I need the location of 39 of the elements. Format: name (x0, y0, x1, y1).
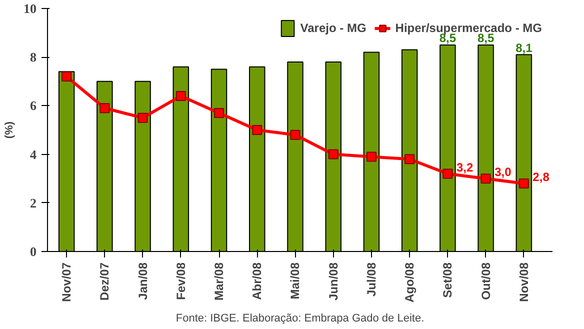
x-tick-label: Jul/08 (364, 262, 378, 297)
point (100, 103, 110, 114)
x-tick-label: Jun/08 (326, 262, 340, 301)
y-tick-label: 10 (24, 1, 36, 16)
y-tick-label: 6 (30, 98, 37, 114)
y-tick-label: 4 (30, 146, 37, 162)
point (404, 154, 415, 164)
point (442, 168, 453, 179)
x-tick-label: Out/08 (478, 262, 493, 300)
x-tick-label: Ago/08 (402, 262, 417, 303)
point (480, 174, 491, 184)
x-tick-label: Mar/08 (212, 262, 226, 301)
x-tick-label: Set/08 (440, 262, 455, 298)
y-tick-label: 0 (30, 244, 36, 259)
y-tick-label: 8 (30, 50, 37, 65)
point (176, 90, 186, 101)
point (328, 149, 338, 160)
point (214, 108, 224, 118)
point (252, 125, 262, 135)
point (366, 152, 376, 162)
point (518, 178, 529, 188)
data-label: 8,1 (516, 40, 533, 55)
x-tick-label: Abr/08 (250, 262, 264, 300)
legend-label: Varejo - MG (300, 21, 366, 35)
data-label: 3,0 (494, 165, 512, 180)
point (138, 112, 148, 123)
x-tick-label: Dez/07 (98, 262, 112, 301)
source-note: Fonte: IBGE. Elaboração: Embrapa Gado de Leite. (176, 312, 424, 324)
data-label: 2,8 (532, 170, 550, 184)
x-tick-label: Nov/07 (60, 262, 74, 302)
x-tick-label: Nov/08 (516, 262, 531, 302)
point (62, 72, 72, 82)
x-tick-label: Jan/08 (136, 262, 150, 300)
y-axis-title: (%) (4, 121, 16, 139)
x-tick-label: Mai/08 (288, 262, 302, 300)
x-tick-label: Fev/08 (174, 262, 188, 300)
point (290, 130, 300, 140)
data-label: 3,2 (456, 160, 474, 174)
y-tick-label: 2 (30, 195, 36, 210)
